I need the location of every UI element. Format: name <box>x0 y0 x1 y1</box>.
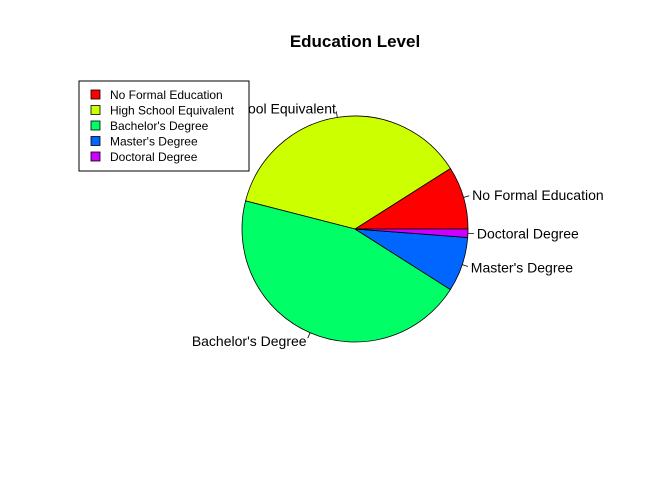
legend-swatch <box>90 105 101 115</box>
label-tick <box>463 195 470 198</box>
pie-slices <box>241 115 469 343</box>
legend-label: Bachelor's Degree <box>110 119 209 133</box>
legend-swatch <box>90 89 101 100</box>
legend-swatch <box>90 151 101 162</box>
slice-label: Doctoral Degree <box>477 226 579 242</box>
legend-label: No Formal Education <box>110 88 223 102</box>
label-tick <box>307 332 311 339</box>
legend-swatch <box>90 120 101 131</box>
legend-box <box>78 80 250 172</box>
slice-label: Master's Degree <box>471 259 573 275</box>
slice-label: No Formal Education <box>472 187 604 203</box>
pie-slice-bachelor-s-degree <box>241 200 451 343</box>
label-tick <box>462 264 469 267</box>
legend-label: Master's Degree <box>110 135 198 149</box>
legend-label: Doctoral Degree <box>110 150 198 164</box>
slice-label: Bachelor's Degree <box>192 333 307 349</box>
legend-swatch <box>90 136 101 146</box>
label-tick <box>335 111 338 118</box>
pie-slice-high-school-equivalent <box>245 115 451 230</box>
chart-title: Education Level <box>290 32 420 51</box>
legend-label: High School Equivalent <box>110 104 235 118</box>
legend: No Formal Education High School Equivalen… <box>78 80 250 172</box>
